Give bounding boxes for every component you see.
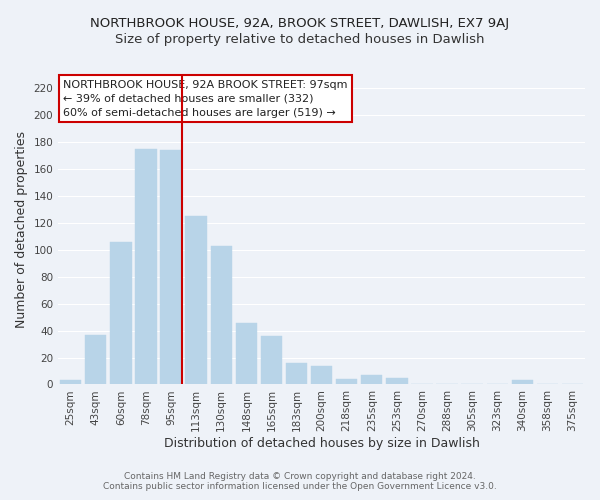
Bar [236,322,257,384]
Bar [386,378,407,384]
Text: NORTHBROOK HOUSE, 92A, BROOK STREET, DAWLISH, EX7 9AJ: NORTHBROOK HOUSE, 92A, BROOK STREET, DAW… [91,18,509,30]
Bar [311,366,332,384]
Bar [211,246,232,384]
Y-axis label: Number of detached properties: Number of detached properties [15,131,28,328]
Bar [185,216,207,384]
Bar [136,149,157,384]
Bar [60,380,82,384]
Bar [85,334,106,384]
Bar [512,380,533,384]
Bar [160,150,182,384]
Bar [110,242,131,384]
Bar [286,363,307,384]
Text: NORTHBROOK HOUSE, 92A BROOK STREET: 97sqm
← 39% of detached houses are smaller (: NORTHBROOK HOUSE, 92A BROOK STREET: 97sq… [64,80,348,118]
Text: Contains HM Land Registry data © Crown copyright and database right 2024.: Contains HM Land Registry data © Crown c… [124,472,476,481]
Text: Contains public sector information licensed under the Open Government Licence v3: Contains public sector information licen… [103,482,497,491]
Bar [261,336,282,384]
Bar [361,375,382,384]
Bar [336,379,358,384]
Text: Size of property relative to detached houses in Dawlish: Size of property relative to detached ho… [115,32,485,46]
X-axis label: Distribution of detached houses by size in Dawlish: Distribution of detached houses by size … [164,437,479,450]
